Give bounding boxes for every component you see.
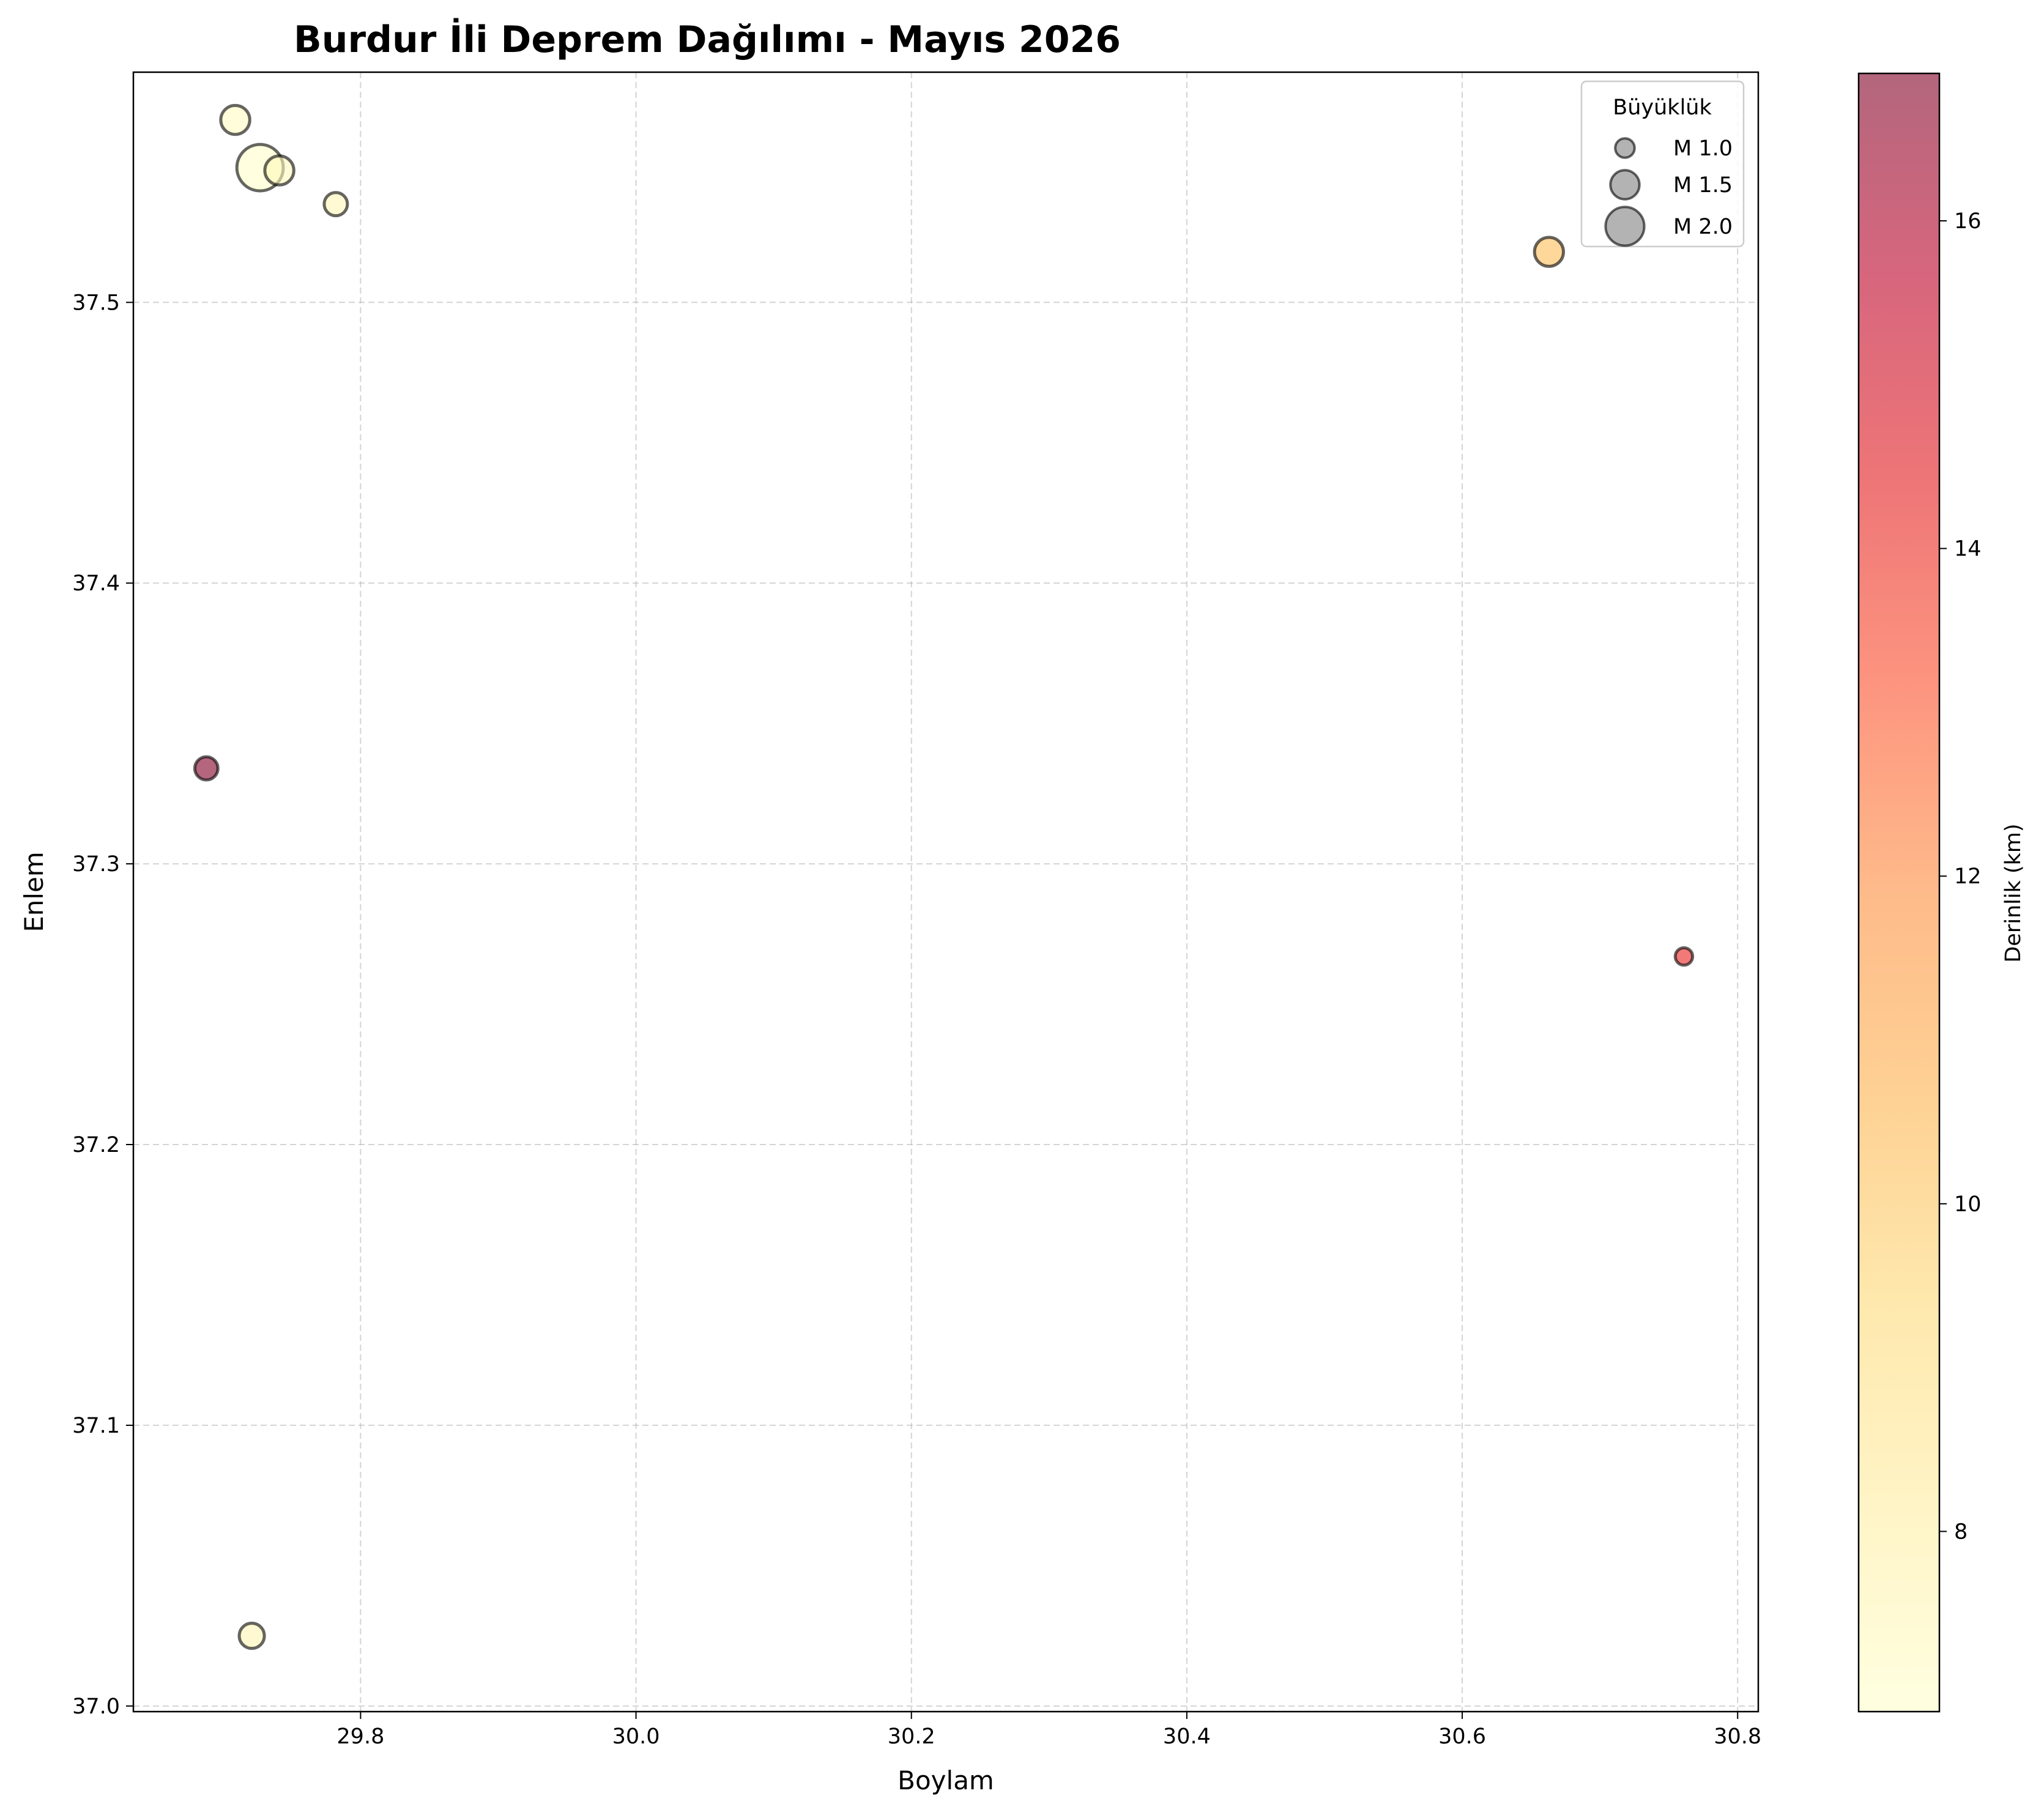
earthquake-point — [263, 154, 295, 187]
colorbar-tick-label: 14 — [1954, 537, 1982, 562]
legend-title: Büyüklük — [1613, 95, 1712, 120]
grid-lines — [133, 72, 1758, 1712]
legend-label: M 1.0 — [1673, 136, 1733, 161]
y-tick-label: 37.0 — [72, 1694, 120, 1719]
y-axis-label: Enlem — [19, 852, 49, 932]
colorbar: 8 10 12 14 16 Derinlik (km) — [1857, 72, 2026, 1713]
earthquake-point — [1673, 946, 1695, 967]
y-axis-ticks: 37.0 37.1 37.2 37.3 37.4 37.5 — [72, 291, 133, 1719]
x-tick-label: 30.6 — [1438, 1724, 1486, 1749]
colorbar-frame — [1857, 72, 1941, 1713]
colorbar-gradient — [1859, 73, 1939, 1712]
y-tick-label: 37.2 — [72, 1133, 120, 1157]
legend: Büyüklük M 1.0 M 1.5 M 2.0 — [1580, 80, 1745, 248]
y-tick-label: 37.4 — [72, 571, 120, 596]
y-tick-label: 37.5 — [72, 291, 120, 315]
earthquake-point — [1533, 236, 1566, 268]
colorbar-tick-label: 16 — [1954, 209, 1982, 234]
colorbar-ticks: 8 10 12 14 16 — [1939, 209, 1982, 1544]
y-tick-label: 37.1 — [72, 1414, 120, 1438]
plot-frame — [132, 71, 1760, 1713]
legend-marker — [1614, 137, 1636, 159]
x-tick-label: 30.4 — [1163, 1724, 1211, 1749]
earthquake-point — [219, 103, 251, 136]
legend-label: M 2.0 — [1673, 215, 1733, 239]
legend-marker — [1604, 206, 1646, 247]
earthquake-point — [193, 755, 220, 782]
y-tick-label: 37.3 — [72, 852, 120, 877]
earthquake-point — [237, 1622, 266, 1650]
x-tick-label: 30.0 — [612, 1724, 660, 1749]
legend-marker — [1609, 169, 1641, 201]
x-axis-label: Boylam — [898, 1765, 994, 1795]
data-points — [193, 103, 1695, 1650]
colorbar-tick-label: 10 — [1954, 1192, 1982, 1217]
x-axis-ticks: 29.8 30.0 30.2 30.4 30.6 30.8 — [336, 1712, 1761, 1749]
legend-entries: M 1.0 M 1.5 M 2.0 — [1604, 136, 1733, 247]
legend-box — [1580, 80, 1745, 248]
x-tick-label: 29.8 — [336, 1724, 384, 1749]
legend-label: M 1.5 — [1673, 173, 1733, 198]
colorbar-tick-label: 12 — [1954, 864, 1982, 889]
x-tick-label: 30.8 — [1714, 1724, 1761, 1749]
colorbar-label: Derinlik (km) — [2001, 823, 2026, 962]
x-tick-label: 30.2 — [888, 1724, 935, 1749]
colorbar-tick-label: 8 — [1954, 1520, 1968, 1544]
chart-title: Burdur İli Deprem Dağılımı - Mayıs 2026 — [294, 17, 1121, 61]
earthquake-point — [322, 191, 349, 218]
